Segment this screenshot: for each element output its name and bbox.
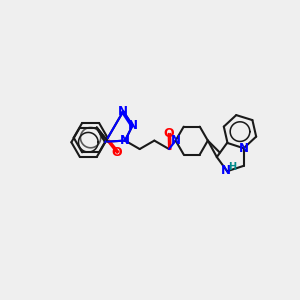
Text: H: H: [228, 162, 236, 172]
Text: O: O: [164, 127, 174, 140]
Text: N: N: [171, 134, 181, 147]
Text: N: N: [239, 142, 249, 155]
Text: N: N: [221, 164, 231, 177]
Text: N: N: [118, 105, 128, 118]
Text: O: O: [112, 146, 122, 159]
Text: N: N: [128, 119, 138, 132]
Text: N: N: [120, 134, 130, 147]
